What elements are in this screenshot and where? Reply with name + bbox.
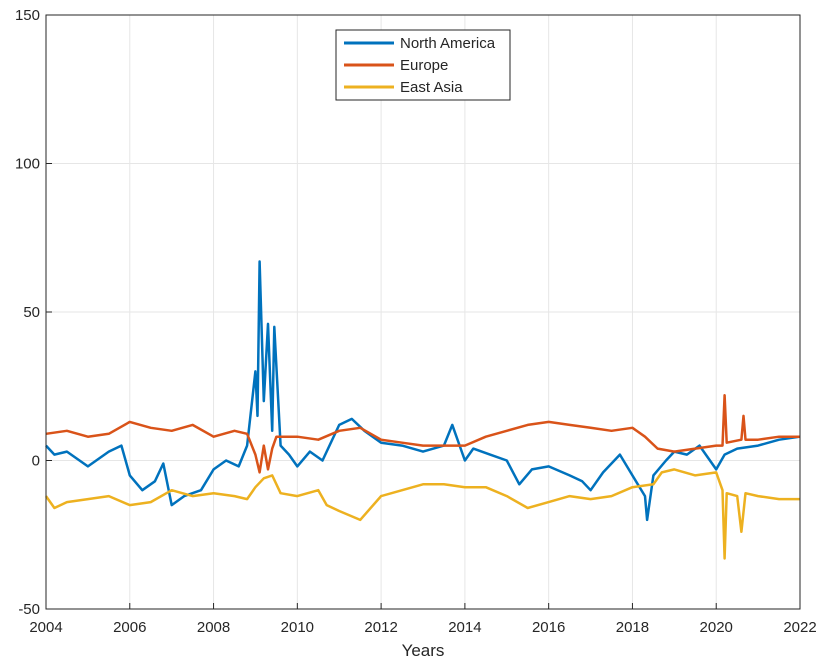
x-tick-label: 2010 (281, 619, 314, 636)
legend-label: Europe (400, 57, 448, 74)
legend-label: East Asia (400, 79, 463, 96)
x-axis-label: Years (402, 641, 445, 660)
legend-label: North America (400, 35, 496, 52)
x-tick-label: 2014 (448, 619, 481, 636)
y-tick-label: -50 (18, 601, 40, 618)
x-tick-label: 2012 (364, 619, 397, 636)
y-tick-label: 0 (32, 453, 40, 470)
x-tick-label: 2020 (700, 619, 733, 636)
x-tick-label: 2022 (783, 619, 816, 636)
x-tick-label: 2006 (113, 619, 146, 636)
series-line (45, 393, 800, 474)
y-tick-label: 50 (23, 304, 40, 321)
axes-box (45, 14, 801, 610)
y-tick-label: 150 (15, 7, 40, 24)
x-tick-label: 2004 (29, 619, 62, 636)
y-tick-label: 100 (15, 156, 40, 173)
x-tick-label: 2016 (532, 619, 565, 636)
x-tick-label: 2008 (197, 619, 230, 636)
series-line (44, 468, 800, 560)
x-tick-label: 2018 (616, 619, 649, 636)
